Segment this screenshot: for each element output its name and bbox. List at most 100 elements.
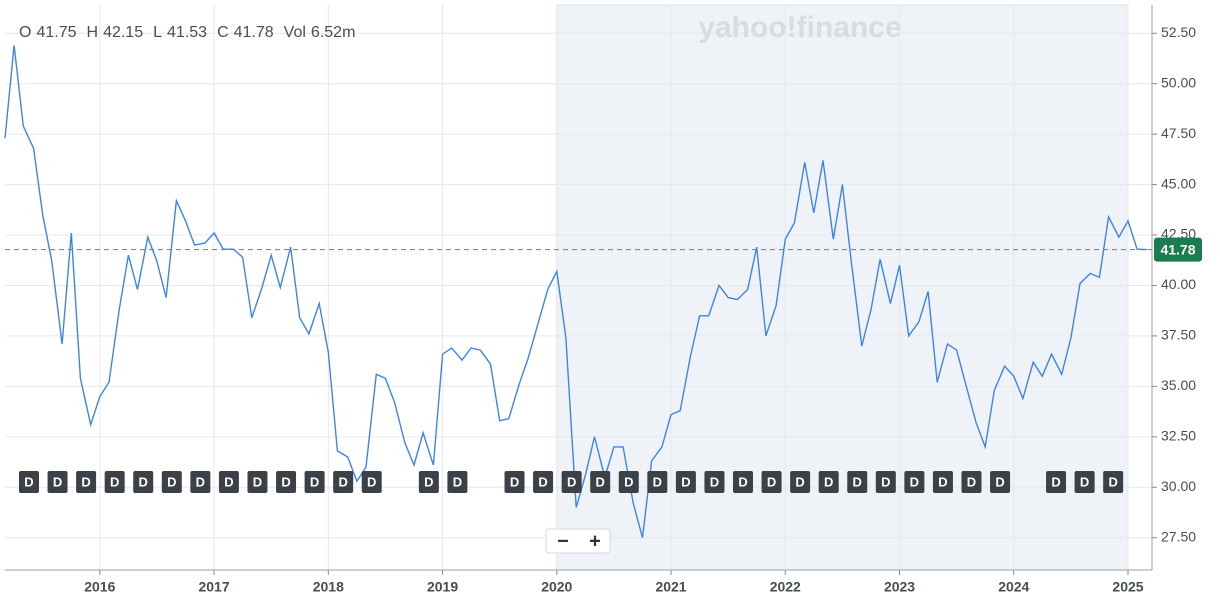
dividend-label: D [81, 474, 90, 489]
dividend-marker[interactable]: D [190, 471, 211, 493]
dividend-box [904, 471, 925, 493]
dividend-label: D [196, 474, 205, 489]
dividend-marker[interactable]: D [1103, 471, 1124, 493]
dividend-box [932, 471, 953, 493]
dividend-marker[interactable]: D [733, 471, 754, 493]
dividend-box [133, 471, 154, 493]
ohlc-label: Vol [284, 24, 306, 41]
y-tick-label: 40.00 [1161, 276, 1196, 292]
dividend-marker[interactable]: D [304, 471, 325, 493]
dividend-label: D [795, 474, 804, 489]
y-tick-label: 52.50 [1161, 24, 1196, 40]
dividend-label: D [653, 474, 662, 489]
x-tick-label: 2019 [427, 579, 458, 595]
y-tick-label: 47.50 [1161, 125, 1196, 141]
dividend-marker[interactable]: D [276, 471, 297, 493]
zoom-in-button[interactable]: + [589, 530, 601, 552]
dividend-label: D [1051, 474, 1060, 489]
dividend-marker[interactable]: D [961, 471, 982, 493]
dividend-marker[interactable]: D [561, 471, 582, 493]
y-tick-label: 30.00 [1161, 478, 1196, 494]
dividend-marker[interactable]: D [533, 471, 554, 493]
dividend-box [1046, 471, 1067, 493]
dividend-marker[interactable]: D [990, 471, 1011, 493]
y-tick-label: 45.00 [1161, 175, 1196, 191]
dividend-marker[interactable]: D [1046, 471, 1067, 493]
dividend-label: D [253, 474, 262, 489]
ohlc-value: 6.52m [311, 24, 355, 41]
x-tick-label: 2025 [1112, 579, 1143, 595]
dividend-marker[interactable]: D [104, 471, 125, 493]
dividend-box [675, 471, 696, 493]
dividend-label: D [910, 474, 919, 489]
y-tick-label: 32.50 [1161, 428, 1196, 444]
dividend-marker[interactable]: D [361, 471, 382, 493]
dividend-marker[interactable]: D [218, 471, 239, 493]
dividend-marker[interactable]: D [447, 471, 468, 493]
ohlc-label: O [19, 24, 31, 41]
dividend-label: D [453, 474, 462, 489]
zoom-controls: − + [545, 528, 611, 554]
dividend-marker[interactable]: D [504, 471, 525, 493]
dividend-marker[interactable]: D [790, 471, 811, 493]
dividend-marker[interactable]: D [704, 471, 725, 493]
x-tick-label: 2023 [884, 579, 915, 595]
dividend-marker[interactable]: D [333, 471, 354, 493]
dividend-marker[interactable]: D [76, 471, 97, 493]
dividend-marker[interactable]: D [932, 471, 953, 493]
dividend-label: D [881, 474, 890, 489]
dividend-label: D [1108, 474, 1117, 489]
ohlc-label: C [217, 24, 229, 41]
y-tick-label: 35.00 [1161, 377, 1196, 393]
dividend-box [704, 471, 725, 493]
y-tick-label: 37.50 [1161, 327, 1196, 343]
dividend-marker[interactable]: D [133, 471, 154, 493]
ohlc-value: 42.15 [103, 24, 143, 41]
dividend-label: D [967, 474, 976, 489]
dividend-marker[interactable]: D [647, 471, 668, 493]
zoom-out-button[interactable]: − [557, 530, 569, 552]
x-tick-label: 2024 [998, 579, 1029, 595]
dividend-label: D [53, 474, 62, 489]
dividend-box [533, 471, 554, 493]
dividend-marker[interactable]: D [47, 471, 68, 493]
ohlc-value: 41.75 [36, 24, 76, 41]
dividend-box [790, 471, 811, 493]
dividend-marker[interactable]: D [904, 471, 925, 493]
dividend-marker[interactable]: D [847, 471, 868, 493]
dividend-marker[interactable]: D [418, 471, 439, 493]
dividend-box [276, 471, 297, 493]
dividend-box [304, 471, 325, 493]
dividend-box [847, 471, 868, 493]
last-price-tag [1154, 237, 1202, 262]
dividend-box [733, 471, 754, 493]
dividend-marker[interactable]: D [675, 471, 696, 493]
dividend-box [361, 471, 382, 493]
dividend-box [333, 471, 354, 493]
dividend-label: D [710, 474, 719, 489]
x-tick-label: 2020 [541, 579, 572, 595]
y-tick-label: 50.00 [1161, 74, 1196, 90]
dividend-label: D [624, 474, 633, 489]
dividend-box [818, 471, 839, 493]
dividend-marker[interactable]: D [1074, 471, 1095, 493]
dividend-marker[interactable]: D [818, 471, 839, 493]
dividend-marker[interactable]: D [875, 471, 896, 493]
dividend-marker[interactable]: D [18, 471, 39, 493]
dividend-box [47, 471, 68, 493]
dividend-box [961, 471, 982, 493]
dividend-marker[interactable]: D [247, 471, 268, 493]
ohlc-value: 41.78 [234, 24, 274, 41]
dividend-marker[interactable]: D [161, 471, 182, 493]
dividend-label: D [338, 474, 347, 489]
dividend-marker[interactable]: D [590, 471, 611, 493]
dividend-marker[interactable]: D [618, 471, 639, 493]
dividend-box [561, 471, 582, 493]
dividend-label: D [938, 474, 947, 489]
dividend-label: D [424, 474, 433, 489]
dividend-label: D [24, 474, 33, 489]
last-price-label: 41.78 [1160, 241, 1195, 257]
dividend-label: D [224, 474, 233, 489]
dividend-marker[interactable]: D [761, 471, 782, 493]
